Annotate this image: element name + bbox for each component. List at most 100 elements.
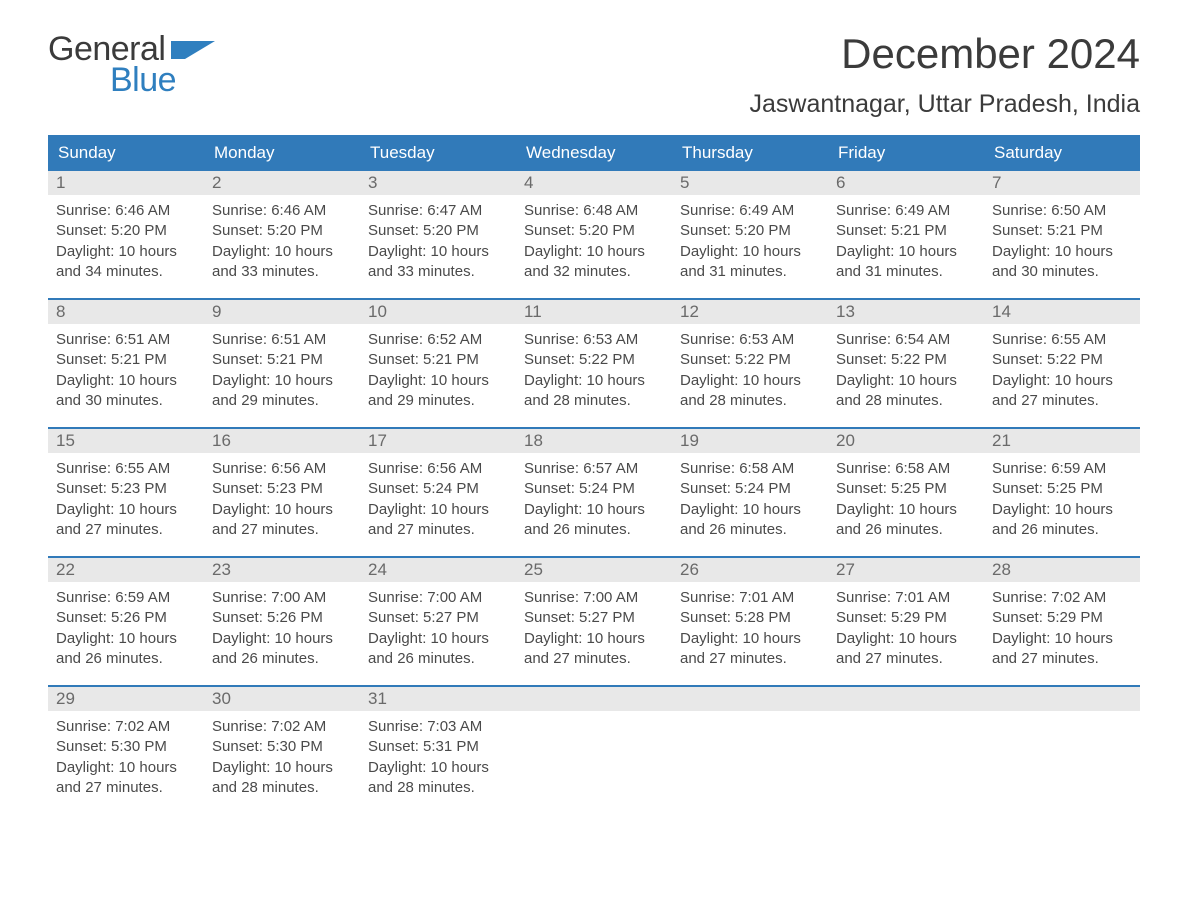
sunrise-text: Sunrise: 6:57 AM [524,459,664,479]
sunset-text: Sunset: 5:21 PM [212,350,352,370]
dow-wednesday: Wednesday [516,135,672,171]
sunset-text: Sunset: 5:29 PM [992,608,1132,628]
day-info: Sunrise: 6:47 AMSunset: 5:20 PMDaylight:… [360,195,516,286]
daylight-text-2: and 32 minutes. [524,262,664,282]
day-number-empty [672,687,828,711]
daylight-text-2: and 33 minutes. [368,262,508,282]
day-cell: 6Sunrise: 6:49 AMSunset: 5:21 PMDaylight… [828,171,984,286]
dow-friday: Friday [828,135,984,171]
day-cell: 27Sunrise: 7:01 AMSunset: 5:29 PMDayligh… [828,558,984,673]
sunrise-text: Sunrise: 6:55 AM [992,330,1132,350]
day-cell: 9Sunrise: 6:51 AMSunset: 5:21 PMDaylight… [204,300,360,415]
day-number: 7 [984,171,1140,195]
sunset-text: Sunset: 5:31 PM [368,737,508,757]
dow-header-row: Sunday Monday Tuesday Wednesday Thursday… [48,135,1140,171]
day-cell: 23Sunrise: 7:00 AMSunset: 5:26 PMDayligh… [204,558,360,673]
daylight-text-1: Daylight: 10 hours [680,242,820,262]
daylight-text-2: and 28 minutes. [368,778,508,798]
day-info: Sunrise: 6:49 AMSunset: 5:20 PMDaylight:… [672,195,828,286]
day-info: Sunrise: 6:53 AMSunset: 5:22 PMDaylight:… [672,324,828,415]
day-number: 26 [672,558,828,582]
sunrise-text: Sunrise: 6:58 AM [680,459,820,479]
daylight-text-1: Daylight: 10 hours [56,758,196,778]
day-number: 4 [516,171,672,195]
daylight-text-2: and 29 minutes. [368,391,508,411]
daylight-text-1: Daylight: 10 hours [992,500,1132,520]
sunrise-text: Sunrise: 6:52 AM [368,330,508,350]
day-number-empty [516,687,672,711]
daylight-text-1: Daylight: 10 hours [680,500,820,520]
daylight-text-1: Daylight: 10 hours [368,629,508,649]
header-right: December 2024 Jaswantnagar, Uttar Prades… [749,30,1140,119]
day-number-empty [984,687,1140,711]
day-cell: 30Sunrise: 7:02 AMSunset: 5:30 PMDayligh… [204,687,360,802]
day-cell: 17Sunrise: 6:56 AMSunset: 5:24 PMDayligh… [360,429,516,544]
day-number: 13 [828,300,984,324]
day-info: Sunrise: 6:59 AMSunset: 5:25 PMDaylight:… [984,453,1140,544]
daylight-text-1: Daylight: 10 hours [56,629,196,649]
day-cell: 29Sunrise: 7:02 AMSunset: 5:30 PMDayligh… [48,687,204,802]
day-info: Sunrise: 6:55 AMSunset: 5:22 PMDaylight:… [984,324,1140,415]
daylight-text-2: and 26 minutes. [56,649,196,669]
daylight-text-2: and 28 minutes. [524,391,664,411]
daylight-text-1: Daylight: 10 hours [836,242,976,262]
week-row: 15Sunrise: 6:55 AMSunset: 5:23 PMDayligh… [48,427,1140,544]
daylight-text-2: and 26 minutes. [212,649,352,669]
header-row: General Blue December 2024 Jaswantnagar,… [48,30,1140,119]
day-info: Sunrise: 7:02 AMSunset: 5:30 PMDaylight:… [48,711,204,802]
day-number: 17 [360,429,516,453]
daylight-text-1: Daylight: 10 hours [212,371,352,391]
day-cell: 25Sunrise: 7:00 AMSunset: 5:27 PMDayligh… [516,558,672,673]
daylight-text-1: Daylight: 10 hours [368,242,508,262]
day-number: 10 [360,300,516,324]
day-number: 23 [204,558,360,582]
sunrise-text: Sunrise: 7:01 AM [836,588,976,608]
day-info: Sunrise: 6:49 AMSunset: 5:21 PMDaylight:… [828,195,984,286]
day-number: 29 [48,687,204,711]
sunrise-text: Sunrise: 6:47 AM [368,201,508,221]
daylight-text-1: Daylight: 10 hours [992,371,1132,391]
daylight-text-1: Daylight: 10 hours [836,371,976,391]
sunset-text: Sunset: 5:20 PM [56,221,196,241]
sunset-text: Sunset: 5:24 PM [680,479,820,499]
sunset-text: Sunset: 5:30 PM [56,737,196,757]
daylight-text-1: Daylight: 10 hours [368,758,508,778]
sunset-text: Sunset: 5:23 PM [56,479,196,499]
day-info: Sunrise: 6:58 AMSunset: 5:25 PMDaylight:… [828,453,984,544]
day-number: 2 [204,171,360,195]
daylight-text-2: and 34 minutes. [56,262,196,282]
week-row: 8Sunrise: 6:51 AMSunset: 5:21 PMDaylight… [48,298,1140,415]
day-cell: 26Sunrise: 7:01 AMSunset: 5:28 PMDayligh… [672,558,828,673]
day-info: Sunrise: 6:48 AMSunset: 5:20 PMDaylight:… [516,195,672,286]
sunrise-text: Sunrise: 6:51 AM [56,330,196,350]
daylight-text-1: Daylight: 10 hours [524,371,664,391]
daylight-text-1: Daylight: 10 hours [524,242,664,262]
day-info: Sunrise: 7:00 AMSunset: 5:27 PMDaylight:… [516,582,672,673]
day-number: 19 [672,429,828,453]
day-cell: 10Sunrise: 6:52 AMSunset: 5:21 PMDayligh… [360,300,516,415]
sunset-text: Sunset: 5:29 PM [836,608,976,628]
location-label: Jaswantnagar, Uttar Pradesh, India [749,90,1140,119]
sunset-text: Sunset: 5:22 PM [836,350,976,370]
daylight-text-1: Daylight: 10 hours [992,629,1132,649]
daylight-text-2: and 26 minutes. [680,520,820,540]
daylight-text-2: and 29 minutes. [212,391,352,411]
daylight-text-1: Daylight: 10 hours [56,371,196,391]
sunset-text: Sunset: 5:28 PM [680,608,820,628]
sunrise-text: Sunrise: 7:00 AM [524,588,664,608]
daylight-text-1: Daylight: 10 hours [212,629,352,649]
daylight-text-2: and 33 minutes. [212,262,352,282]
daylight-text-2: and 27 minutes. [992,649,1132,669]
day-number: 12 [672,300,828,324]
week-row: 29Sunrise: 7:02 AMSunset: 5:30 PMDayligh… [48,685,1140,802]
daylight-text-2: and 27 minutes. [680,649,820,669]
day-number: 1 [48,171,204,195]
sunrise-text: Sunrise: 7:02 AM [992,588,1132,608]
day-info: Sunrise: 6:53 AMSunset: 5:22 PMDaylight:… [516,324,672,415]
day-cell: 20Sunrise: 6:58 AMSunset: 5:25 PMDayligh… [828,429,984,544]
day-cell: 24Sunrise: 7:00 AMSunset: 5:27 PMDayligh… [360,558,516,673]
sunrise-text: Sunrise: 6:59 AM [992,459,1132,479]
sunset-text: Sunset: 5:21 PM [368,350,508,370]
daylight-text-1: Daylight: 10 hours [992,242,1132,262]
sunset-text: Sunset: 5:21 PM [56,350,196,370]
